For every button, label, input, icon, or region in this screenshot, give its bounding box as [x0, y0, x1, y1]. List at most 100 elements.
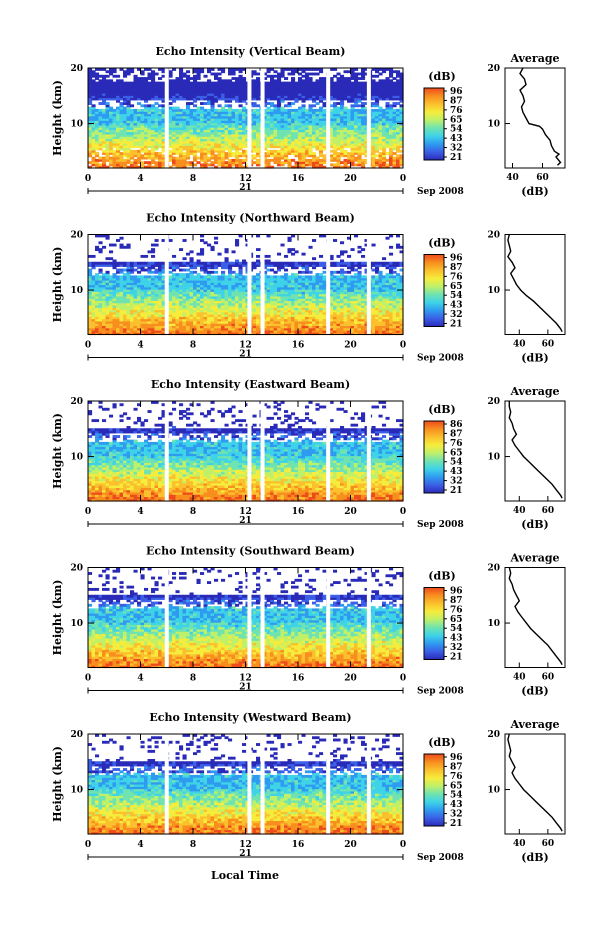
profile-x-label: (dB) — [521, 185, 548, 198]
date-label: Sep 2008 — [417, 187, 464, 197]
y-tick-label: 20 — [70, 730, 83, 740]
colorbar-tick-label: 43 — [450, 634, 463, 644]
colorbar-tick-label: 32 — [450, 477, 463, 487]
profile-y-tick-label: 20 — [487, 397, 500, 407]
profile-y-tick-label: 20 — [487, 564, 500, 574]
y-tick-label: 10 — [70, 453, 83, 463]
colorbar-tick-label: 76 — [450, 439, 463, 449]
date-day-label: 21 — [239, 516, 252, 526]
colorbar-tick-label: 32 — [450, 810, 463, 820]
chart-title: Echo Intensity (Eastward Beam) — [151, 378, 350, 391]
colorbar-tick-label: 96 — [450, 587, 463, 597]
profile-y-tick-label: 20 — [487, 64, 500, 74]
colorbar-tick-label: 96 — [450, 254, 463, 264]
x-tick-label: 20 — [344, 341, 357, 351]
y-tick-label: 20 — [70, 64, 83, 74]
colorbar — [423, 587, 445, 660]
x-tick-label: 12 — [239, 507, 252, 517]
profile-frame — [504, 400, 566, 502]
data-gap — [247, 401, 252, 501]
colorbar-tick-label: 87 — [450, 96, 463, 106]
data-gap — [247, 734, 252, 834]
colorbar-tick-label: 65 — [450, 448, 463, 458]
x-tick-label: 12 — [239, 341, 252, 351]
y-tick-label: 10 — [70, 120, 83, 130]
profile-x-tick-label: 40 — [513, 673, 526, 683]
x-tick-label: 12 — [239, 174, 252, 184]
data-gap — [164, 68, 169, 168]
date-label: Sep 2008 — [417, 520, 464, 530]
y-axis-label: Height (km) — [51, 746, 64, 822]
colorbar-tick-label: 65 — [450, 615, 463, 625]
x-tick-label: 0 — [400, 840, 406, 850]
profile-frame — [504, 234, 566, 335]
chart-title: Echo Intensity (Westward Beam) — [149, 711, 351, 724]
profile-title: Average — [509, 52, 559, 65]
data-gap — [260, 234, 265, 335]
data-gap — [260, 68, 265, 168]
x-tick-label: 20 — [344, 507, 357, 517]
date-label: Sep 2008 — [417, 853, 464, 863]
profile-line — [508, 401, 563, 499]
colorbar-tick-label: 76 — [450, 772, 463, 782]
data-gap — [326, 567, 331, 668]
heatmap-cells — [88, 68, 404, 169]
colorbar-tick-label: 54 — [450, 624, 463, 634]
heatmap-cells — [88, 401, 404, 502]
profile-line — [508, 567, 563, 666]
panel-1: Echo Intensity (Vertical Beam) 10 20 Height… — [51, 45, 566, 198]
profile-y-tick-label: 20 — [487, 730, 500, 740]
heatmap-cells — [88, 567, 404, 669]
profile-title: Average — [509, 552, 559, 565]
x-tick-label: 16 — [292, 507, 305, 517]
x-tick-label: 12 — [239, 674, 252, 684]
x-tick-label: 8 — [190, 174, 196, 184]
panel-5: Echo Intensity (Westward Beam) 10 20 Height… — [51, 711, 566, 864]
colorbar-tick-label: 54 — [450, 791, 463, 801]
colorbar-tick-label: 32 — [450, 643, 463, 653]
colorbar-title: (dB) — [428, 403, 455, 416]
profile-frame — [504, 567, 566, 668]
date-day-label: 21 — [239, 683, 252, 693]
colorbar-tick-label: 87 — [450, 762, 463, 772]
date-day-label: 21 — [239, 849, 252, 859]
colorbar-tick-label: 54 — [450, 125, 463, 135]
x-tick-label: 4 — [137, 674, 143, 684]
x-tick-label: 20 — [344, 674, 357, 684]
y-tick-label: 10 — [70, 286, 83, 296]
colorbar-tick-label: 43 — [450, 301, 463, 311]
profile-line — [519, 67, 562, 166]
y-tick-label: 20 — [70, 231, 83, 241]
colorbar-tick-label: 65 — [450, 115, 463, 125]
chart-title: Echo Intensity (Southward Beam) — [146, 545, 355, 558]
data-gap — [164, 734, 169, 834]
colorbar — [423, 87, 445, 161]
data-gap — [366, 234, 371, 335]
x-tick-label: 8 — [190, 341, 196, 351]
colorbar-tick-label: 65 — [450, 282, 463, 292]
colorbar-tick-label: 21 — [450, 486, 463, 496]
panel-4: Echo Intensity (Southward Beam) 10 20 Heigh… — [51, 545, 566, 698]
x-tick-label: 16 — [292, 674, 305, 684]
profile-y-tick-label: 10 — [487, 120, 500, 130]
data-gap — [164, 234, 169, 335]
y-tick-label: 10 — [70, 619, 83, 629]
colorbar-title: (dB) — [428, 736, 455, 749]
heatmap-cells — [88, 234, 404, 336]
y-tick-label: 20 — [70, 564, 83, 574]
colorbar — [423, 254, 445, 327]
profile-y-tick-label: 20 — [487, 231, 500, 241]
colorbar-tick-label: 21 — [450, 320, 463, 330]
chart-title: Echo Intensity (Northward Beam) — [146, 212, 355, 225]
colorbar-tick-label: 43 — [450, 134, 463, 144]
y-axis-label: Height (km) — [51, 80, 64, 156]
colorbar-tick-label: 21 — [450, 819, 463, 829]
x-tick-label: 8 — [190, 507, 196, 517]
x-axis-label: Local Time — [211, 869, 279, 882]
data-gap — [260, 401, 265, 501]
colorbar-tick-label: 65 — [450, 781, 463, 791]
data-gap — [366, 734, 371, 834]
date-day-label: 21 — [239, 183, 252, 193]
colorbar-title: (dB) — [428, 237, 455, 250]
panel-2: Echo Intensity (Northward Beam) 10 20 Heigh… — [51, 212, 566, 365]
